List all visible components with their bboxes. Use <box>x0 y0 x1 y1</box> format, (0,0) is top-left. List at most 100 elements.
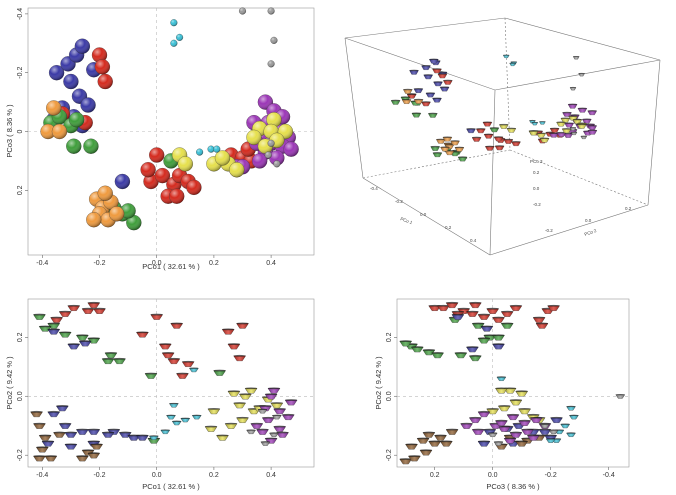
data-point-3d-rim <box>440 146 450 148</box>
plot-frame <box>27 298 315 468</box>
data-point-shade <box>273 408 286 414</box>
3d-box-edge <box>489 89 496 256</box>
data-point-shade <box>39 435 52 441</box>
3d-box-edge <box>362 177 491 256</box>
data-point-shade <box>30 411 43 417</box>
data-point-shade <box>169 188 185 204</box>
data-point-shade <box>469 355 482 361</box>
data-point-3d-rim <box>413 87 423 90</box>
data-point-rim <box>93 307 106 310</box>
data-point-3d-shade <box>531 122 538 126</box>
data-point-rim <box>495 419 508 422</box>
data-point-shade <box>66 138 82 154</box>
data-point-shade <box>205 426 218 432</box>
data-point-shade <box>42 441 55 447</box>
data-point-3d-shade <box>503 139 513 144</box>
x-tick-label: -0.2 <box>93 472 105 479</box>
data-point-3d-rim <box>484 133 494 136</box>
y-tick-label: 0.2 <box>386 332 393 342</box>
data-point-rim <box>76 428 89 431</box>
data-point-3d-shade <box>421 65 431 70</box>
data-point-shade <box>180 418 190 423</box>
data-point-rim <box>227 390 240 393</box>
data-point-shade <box>420 450 432 456</box>
data-point-rim <box>536 322 548 325</box>
data-point-rim <box>246 429 256 431</box>
pco1-pco2-scatter: -0.4 -0.2 0.0 0.2 0.4 -0.2 0.0 0.2 PCo1 ( 32.6… <box>5 298 315 491</box>
data-point-3d-shade <box>503 55 510 58</box>
data-point-rim <box>540 423 550 425</box>
pco-3d-scatter: -0.4 -0.2 0.0 0.2 0.4 -0.2 0.0 0.2 -0.2 … <box>344 17 661 256</box>
data-point-3d-shade <box>466 128 476 133</box>
x-axis: -0.4 -0.2 0.0 0.2 0.4 <box>36 467 276 479</box>
y-tick-label: -0.2 <box>17 449 24 461</box>
data-point-3d-shade <box>391 100 401 105</box>
data-point-3d-shade <box>587 110 597 115</box>
data-point-rim <box>480 325 493 328</box>
data-point-shade <box>109 206 125 222</box>
data-point-3d-rim <box>421 101 431 103</box>
data-point-shade <box>154 168 170 184</box>
3d-tick: 0.2 <box>445 225 452 230</box>
data-point-rim <box>547 304 560 307</box>
data-point-shade <box>446 429 459 435</box>
data-point-shade <box>478 338 490 344</box>
data-point-shade <box>76 456 89 462</box>
data-point-rim <box>136 434 149 437</box>
data-point-rim <box>515 390 528 393</box>
data-point-3d-rim <box>585 123 595 125</box>
data-point-3d-rim <box>503 54 510 56</box>
data-point-shade <box>59 423 72 429</box>
3d-tick: -0.2 <box>545 228 553 233</box>
3d-tick: 0.0 <box>585 218 592 223</box>
x-tick-label: -0.4 <box>603 472 615 479</box>
data-point-shade <box>233 403 246 409</box>
data-point-shade <box>466 311 479 317</box>
data-point-3d-shade <box>458 157 468 162</box>
data-point-rim <box>521 428 534 431</box>
data-point-rim <box>113 357 126 360</box>
3d-tick: 0.0 <box>420 212 427 217</box>
data-point-3d-shade <box>495 145 505 151</box>
data-point-rim <box>282 413 295 416</box>
data-point-shade <box>196 148 203 156</box>
data-point-rim <box>469 354 482 357</box>
data-point-rim <box>256 428 269 431</box>
x-tick-label: -0.2 <box>93 260 105 267</box>
data-point-shade <box>472 429 485 435</box>
data-point-shade <box>236 417 249 423</box>
data-point-3d-rim <box>587 110 597 112</box>
data-point-rim <box>262 416 275 419</box>
data-point-shade <box>239 7 246 15</box>
data-point-shade <box>229 162 245 178</box>
data-point-3d-shade <box>562 112 572 117</box>
data-point-rim <box>44 455 57 457</box>
data-point-3d-shade <box>540 138 550 143</box>
data-point-shade <box>166 415 176 420</box>
data-point-3d-rim <box>573 55 580 58</box>
data-point-3d-shade <box>568 104 578 109</box>
data-point-rim <box>460 422 473 425</box>
data-point-shade <box>245 388 258 394</box>
data-point-shade <box>46 100 62 116</box>
data-point-rim <box>440 440 453 443</box>
data-point-shade <box>270 36 278 44</box>
data-point-rim <box>399 340 412 343</box>
data-point-rim <box>469 301 482 304</box>
data-point-shade <box>36 447 49 453</box>
data-point-3d-rim <box>458 156 468 158</box>
data-point-3d-shade <box>499 124 509 129</box>
data-point-rim <box>239 393 252 396</box>
data-point-3d-rim <box>536 132 546 135</box>
y-tick-label: 0.2 <box>17 332 24 342</box>
data-point-shade <box>264 151 272 159</box>
data-point-3d-rim <box>432 152 442 154</box>
pco1-pco3-scatter: -0.4 -0.2 0.0 0.2 0.4 -0.4 -0.2 0 0.2 PCo1 ( 32… <box>5 7 315 271</box>
data-point-shade <box>488 433 498 437</box>
data-point-3d-shade <box>549 133 559 138</box>
data-point-3d-shade <box>587 130 597 135</box>
data-point-3d-rim <box>563 132 573 135</box>
data-point-3d-rim <box>414 98 424 101</box>
data-point-rim <box>67 343 80 345</box>
data-point-3d-rim <box>443 142 453 144</box>
